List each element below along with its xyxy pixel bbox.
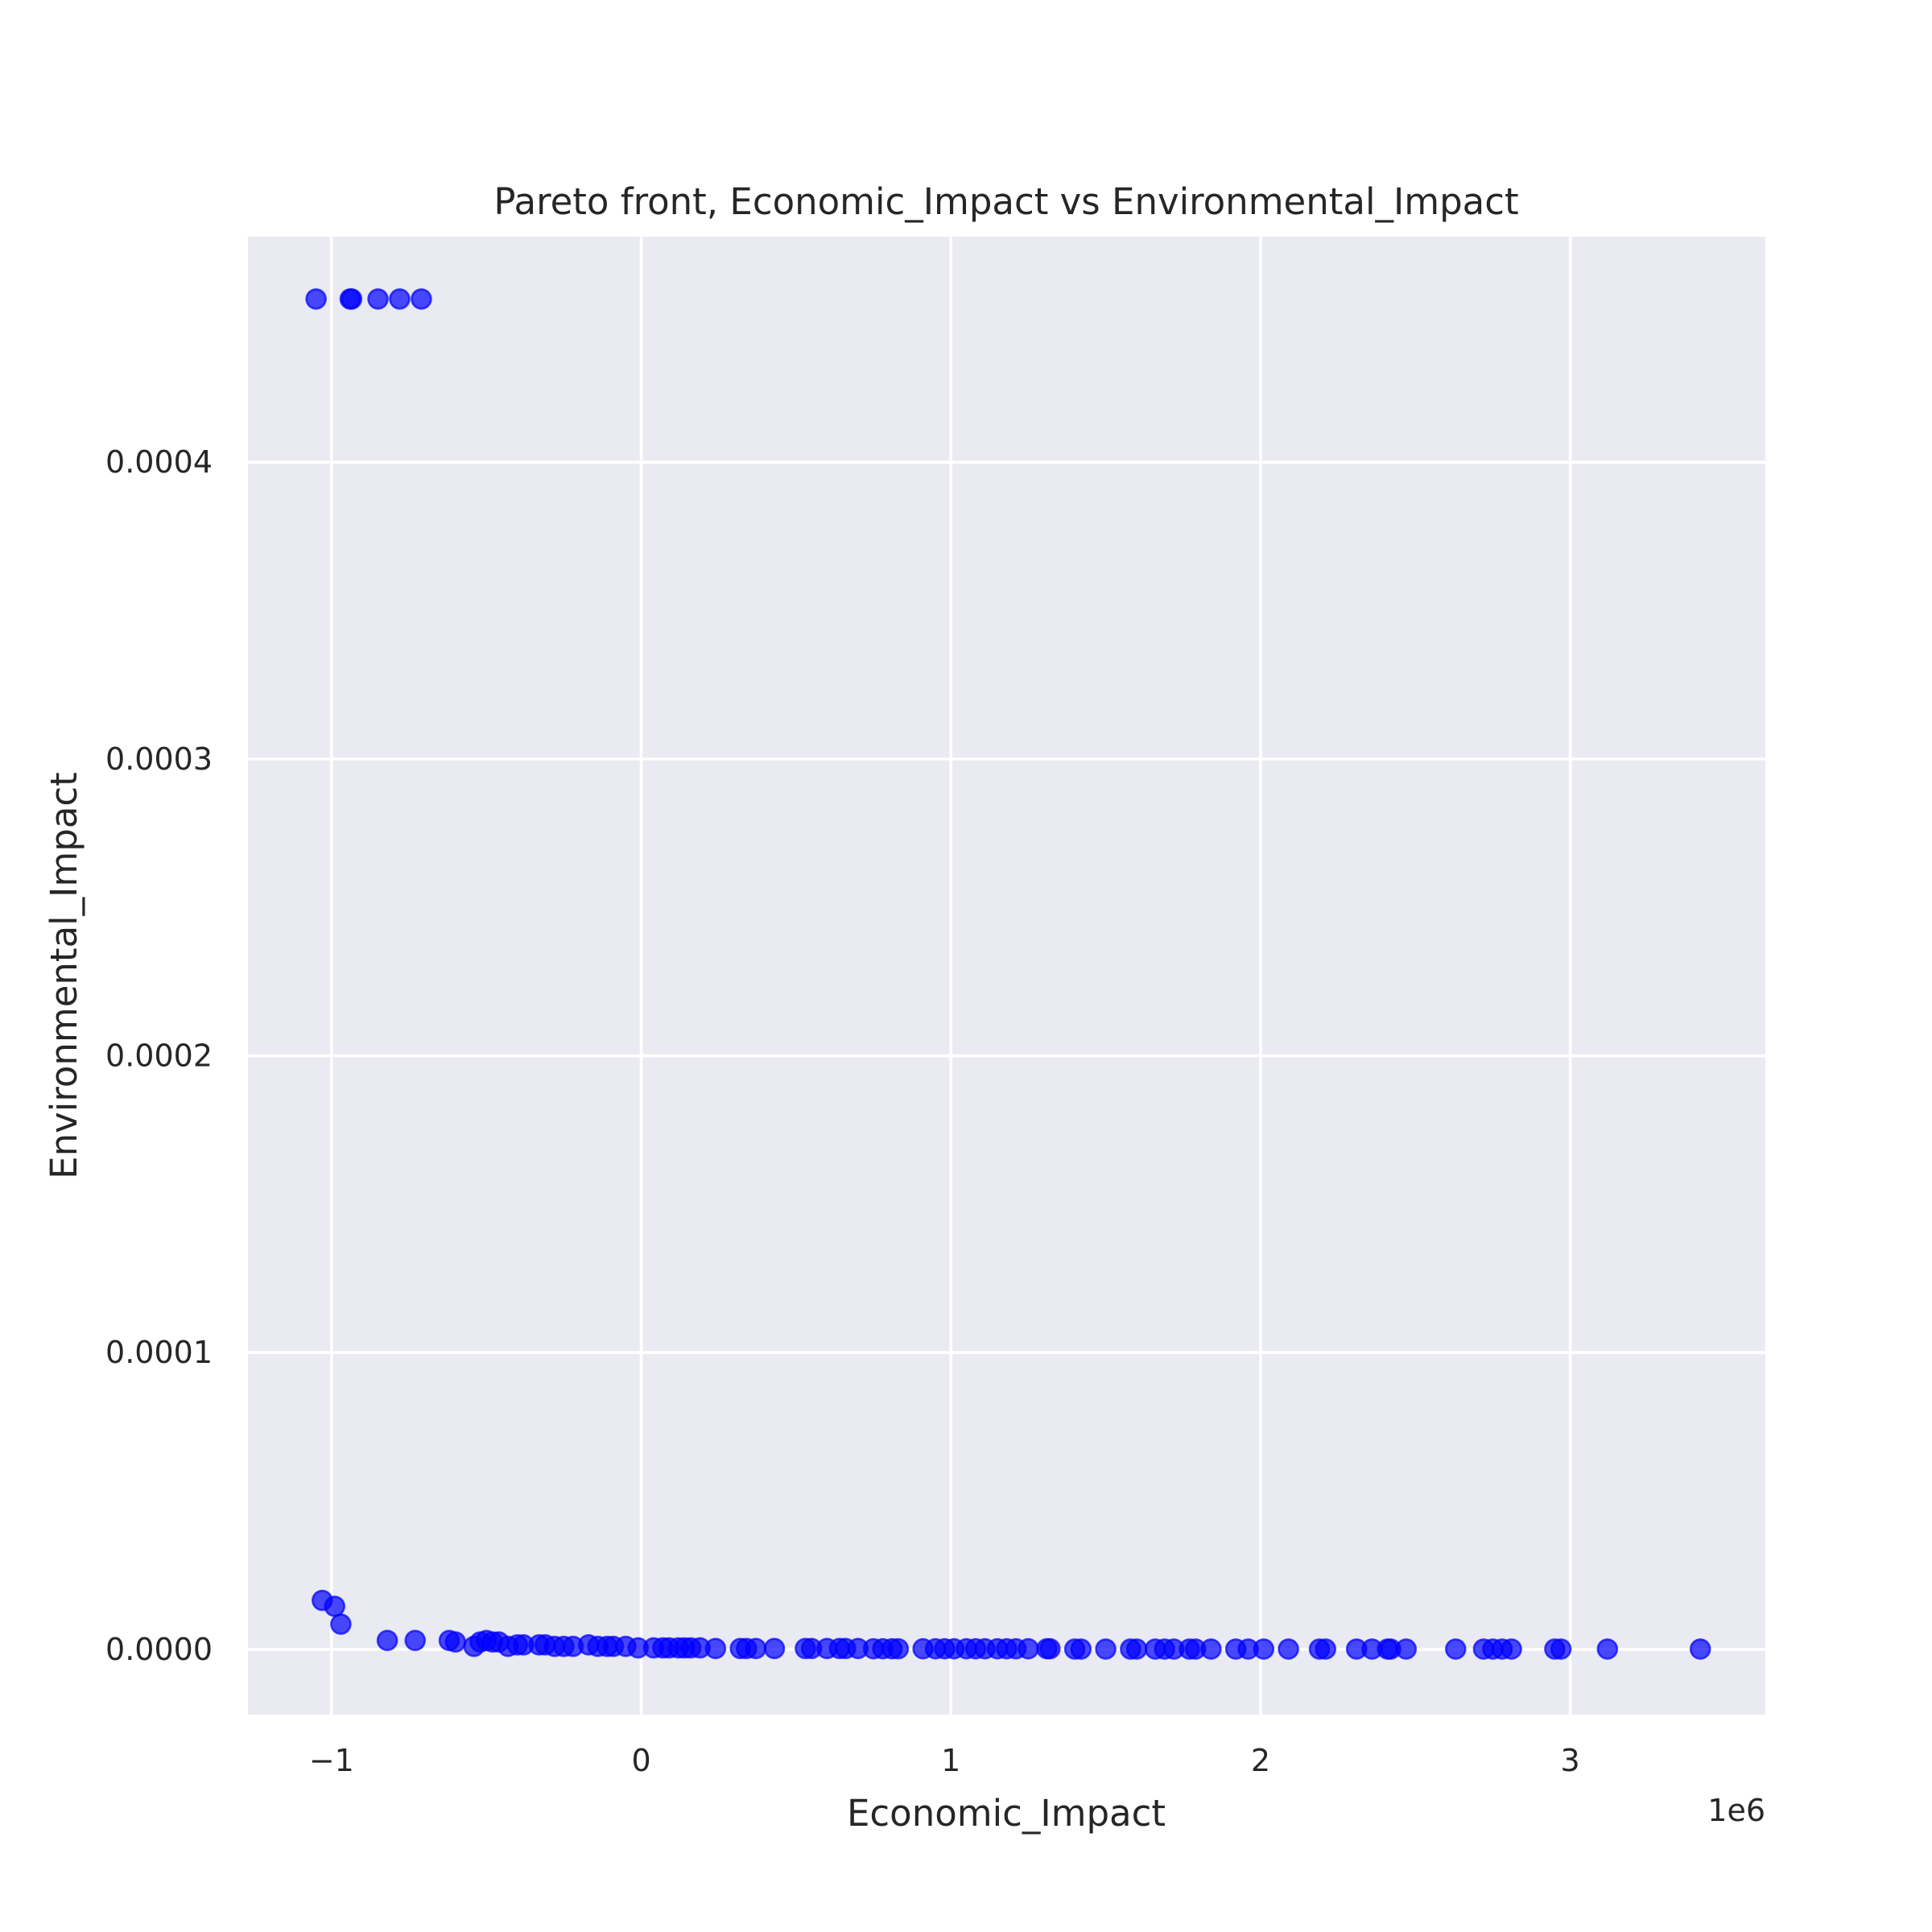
data-point — [1095, 1638, 1117, 1660]
data-point — [745, 1637, 767, 1660]
y-tick-labels: 0.0000 0.0001 0.0002 0.0003 0.0004 — [105, 444, 213, 1667]
data-point — [404, 1629, 427, 1652]
data-point — [389, 288, 411, 310]
x-tick-label: 0 — [631, 1743, 650, 1778]
y-tick-label: 0.0001 — [105, 1335, 213, 1370]
chart-title: Pareto front, Economic_Impact vs Environ… — [493, 180, 1518, 223]
y-tick-label: 0.0004 — [105, 444, 213, 480]
data-point — [1689, 1638, 1711, 1660]
data-point — [1039, 1637, 1061, 1660]
data-point — [341, 288, 363, 310]
data-point — [1395, 1638, 1418, 1660]
data-point — [887, 1637, 910, 1660]
data-point — [330, 1613, 352, 1635]
data-point — [1278, 1638, 1299, 1660]
data-point — [444, 1631, 467, 1653]
data-point — [367, 288, 389, 310]
y-tick-label: 0.0003 — [105, 741, 213, 777]
data-point — [1200, 1638, 1222, 1660]
data-point — [1253, 1638, 1275, 1660]
data-point — [1596, 1638, 1619, 1660]
data-point — [1125, 1638, 1148, 1660]
data-point — [411, 288, 432, 310]
y-tick-label: 0.0002 — [105, 1038, 213, 1074]
x-tick-label: −1 — [309, 1743, 354, 1778]
y-axis-label: Environmental_Impact — [43, 772, 85, 1179]
data-points — [305, 288, 1711, 1660]
data-point — [305, 288, 327, 310]
data-point — [1315, 1638, 1337, 1660]
x-tick-labels: −1 0 1 2 3 — [309, 1743, 1580, 1778]
x-tick-label: 3 — [1561, 1743, 1580, 1778]
data-point — [376, 1629, 398, 1652]
x-axis-offset-label: 1e6 — [1707, 1793, 1765, 1828]
data-point — [704, 1637, 727, 1660]
y-tick-label: 0.0000 — [105, 1632, 213, 1667]
x-tick-label: 2 — [1251, 1743, 1270, 1778]
plot-background — [248, 237, 1765, 1715]
data-point — [1018, 1637, 1039, 1660]
x-tick-label: 1 — [941, 1743, 960, 1778]
data-point — [1070, 1638, 1092, 1660]
data-point — [1501, 1638, 1522, 1660]
data-point — [1550, 1638, 1572, 1660]
x-axis-label: Economic_Impact — [847, 1792, 1166, 1835]
data-point — [324, 1596, 346, 1617]
data-point — [763, 1637, 786, 1660]
data-point — [1445, 1638, 1467, 1660]
